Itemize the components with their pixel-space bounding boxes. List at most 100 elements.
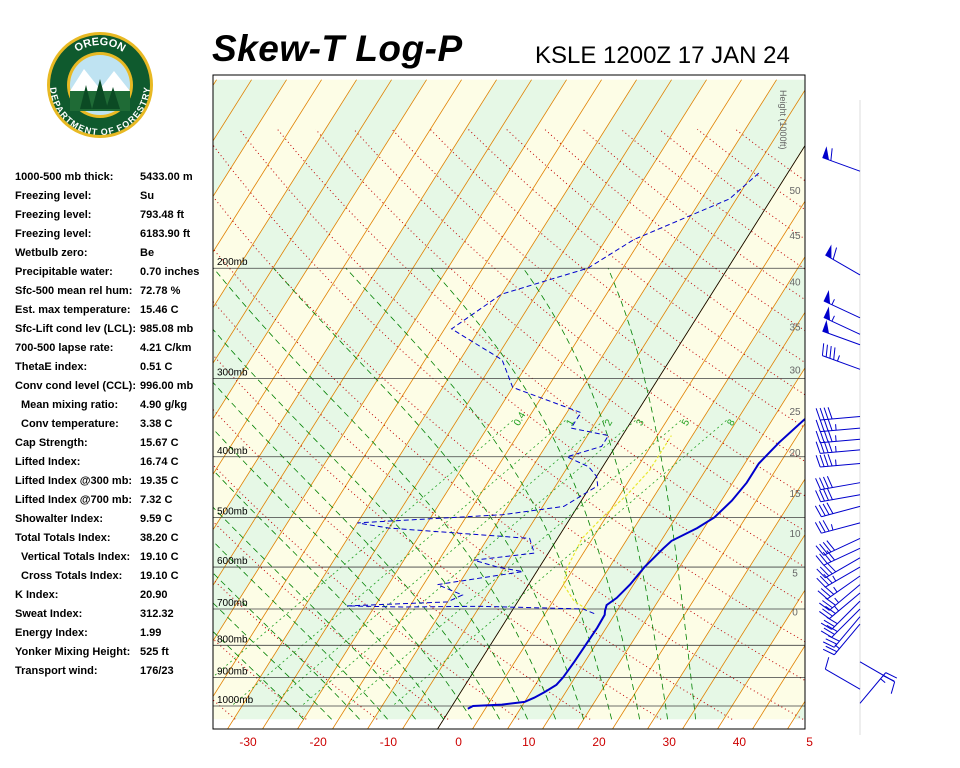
index-value: 72.78 % <box>140 285 181 297</box>
index-value: Be <box>140 247 155 259</box>
moist-adiabat <box>430 267 640 720</box>
pressure-label: 1000mb <box>217 695 254 706</box>
index-label: Freezing level: <box>15 228 92 240</box>
height-tick-label: 50 <box>789 186 801 197</box>
isotherm <box>213 79 462 476</box>
index-value: 5433.00 m <box>140 171 193 183</box>
height-tick-label: 15 <box>789 489 801 500</box>
temperature-trace <box>467 417 805 710</box>
index-label: Vertical Totals Index: <box>21 551 131 563</box>
index-row: Freezing level: 6183.90 ft <box>15 225 215 244</box>
isotherm <box>0 80 147 732</box>
wind-barb <box>821 343 861 370</box>
height-tick-label: 30 <box>789 365 801 376</box>
index-label: Lifted Index @300 mb: <box>15 475 133 487</box>
mixing-ratio-label: 2 <box>603 417 616 428</box>
index-row: Yonker Mixing Height: 525 ft <box>15 643 215 662</box>
index-value: 15.67 C <box>140 437 179 449</box>
wind-barb <box>815 407 861 421</box>
index-label: Cap Strength: <box>15 437 88 449</box>
wind-barb <box>815 547 861 566</box>
index-row: Sfc-Lift cond lev (LCL): 985.08 mb <box>15 320 215 339</box>
height-tick-label: 25 <box>789 407 801 418</box>
index-label: Conv temperature: <box>21 418 119 430</box>
temperature-band <box>0 80 77 720</box>
logo-top-text: OREGON <box>73 36 128 55</box>
index-value: 1.99 <box>140 627 162 639</box>
index-value: 7.32 C <box>140 494 173 506</box>
index-label: Freezing level: <box>15 209 92 221</box>
dry-adiabat <box>213 464 520 720</box>
wind-barb <box>822 623 861 656</box>
wind-barb <box>816 566 861 588</box>
dry-adiabat <box>391 128 805 463</box>
index-value: 15.46 C <box>140 304 179 316</box>
isotherm <box>213 79 532 587</box>
wind-barb <box>822 146 861 172</box>
wind-barb <box>816 557 861 579</box>
index-row: ThetaE index: 0.51 C <box>15 358 215 377</box>
index-row: Precipitable water: 0.70 inches <box>15 263 215 282</box>
mixing-ratio-line <box>269 420 605 707</box>
index-row: Freezing level: 793.48 ft <box>15 206 215 225</box>
wind-barb <box>815 429 861 444</box>
isotherm <box>213 79 567 642</box>
index-label: ThetaE index: <box>15 361 88 373</box>
isotherm <box>647 478 805 729</box>
mixing-ratio-line <box>346 420 682 707</box>
index-label: Wetbulb zero: <box>15 247 88 259</box>
index-value: 996.00 mb <box>140 380 194 392</box>
isotherm <box>856 80 960 732</box>
mixing-ratio-label: 1 <box>564 417 577 428</box>
isotherm <box>213 79 287 198</box>
x-tick-label: 30 <box>663 735 677 749</box>
index-value: 19.35 C <box>140 475 179 487</box>
plot-area: 0.4 1 2 3 5 8200mb300mb400mb500mb600mb700mb80… <box>0 75 960 732</box>
isotherm <box>507 256 805 729</box>
chart-title: Skew-T Log-P <box>212 28 463 69</box>
wind-barb <box>825 244 861 276</box>
moist-adiabat <box>213 381 500 720</box>
wind-barb <box>820 600 861 630</box>
index-row: Lifted Index @300 mb: 19.35 C <box>15 472 215 491</box>
isotherm <box>213 79 217 87</box>
index-label: Showalter Index: <box>15 513 104 525</box>
parcel-trace <box>562 435 672 610</box>
x-tick-label: -10 <box>380 735 398 749</box>
isotherm <box>0 80 77 732</box>
dewpoint-trace <box>347 170 762 615</box>
mixing-ratio-label: 8 <box>725 417 738 428</box>
isotherm <box>213 79 357 309</box>
index-label: Energy Index: <box>15 627 88 639</box>
index-row: Cross Totals Index: 19.10 C <box>15 567 215 586</box>
index-row: Lifted Index @700 mb: 7.32 C <box>15 491 215 510</box>
dry-adiabat <box>238 128 805 605</box>
wind-barb <box>815 454 861 468</box>
index-row: Freezing level: Su <box>15 187 215 206</box>
wind-barb <box>815 488 861 503</box>
isotherm <box>367 79 777 729</box>
height-tick-label: 20 <box>789 448 801 459</box>
isotherm <box>213 79 322 253</box>
wind-barb <box>823 290 861 319</box>
isotherm <box>612 422 805 729</box>
index-label: Conv cond level (CCL): <box>15 380 137 392</box>
isotherm <box>472 200 805 729</box>
pressure-label: 800mb <box>217 634 248 645</box>
x-tick-label: 0 <box>455 735 462 749</box>
x-tick-label: 5 <box>806 735 813 749</box>
dry-adiabat <box>353 128 805 497</box>
index-label: K Index: <box>15 589 59 601</box>
x-tick-label: -20 <box>310 735 328 749</box>
index-value: 985.08 mb <box>140 323 194 335</box>
index-label: Sfc-Lift cond lev (LCL): <box>15 323 136 335</box>
isotherm <box>0 80 182 732</box>
pressure-label: 600mb <box>217 556 248 567</box>
isotherm <box>213 79 497 531</box>
isotherm <box>0 80 42 732</box>
wind-barb <box>815 537 861 556</box>
pressure-label: 900mb <box>217 666 248 677</box>
mixing-ratio-label: 5 <box>680 417 693 428</box>
wind-barb <box>815 440 861 454</box>
isotherm <box>577 367 805 729</box>
